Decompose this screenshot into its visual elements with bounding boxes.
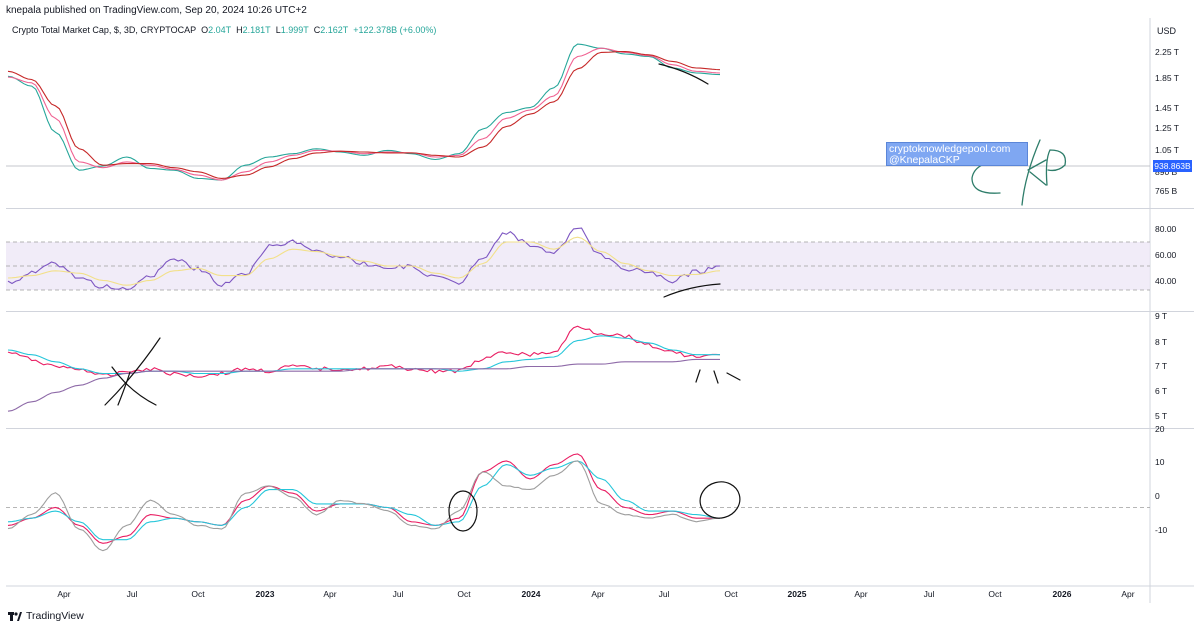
- open-label: O: [201, 25, 209, 35]
- price-axis-label: 1.45 T: [1155, 103, 1179, 113]
- drawn-mark: [695, 369, 701, 383]
- ckp-scribble-p: [1045, 149, 1067, 186]
- currency-label[interactable]: USD: [1157, 26, 1177, 36]
- time-axis-label: 2026: [1053, 589, 1072, 599]
- price-axis-label: 20: [1155, 424, 1165, 434]
- drawn-cross-stroke: [117, 371, 131, 406]
- price-axis-label: 80.00: [1155, 224, 1177, 234]
- price-axis-label: 8 T: [1155, 337, 1167, 347]
- drawn-cross-stroke: [111, 366, 157, 406]
- drawn-divergence-line: [658, 63, 709, 85]
- price-axis-label: 40.00: [1155, 276, 1177, 286]
- ckp-scribble-k: [1021, 139, 1047, 206]
- price-axis-label: 2.25 T: [1155, 47, 1179, 57]
- watermark-line1: cryptoknowledgepool.com: [889, 143, 1011, 155]
- series-line-slow: [7, 358, 720, 412]
- time-axis-label: 2024: [522, 589, 541, 599]
- time-axis-label: Jul: [393, 589, 404, 599]
- price-axis-label: -10: [1155, 525, 1168, 535]
- price-axis-label: 10: [1155, 457, 1165, 467]
- price-axis-label: 5 T: [1155, 411, 1167, 421]
- time-axis-label: Jul: [127, 589, 138, 599]
- close-value: 2.162T: [320, 25, 349, 35]
- series-line-price: [7, 325, 721, 378]
- price-axis-label: 9 T: [1155, 311, 1167, 321]
- drawn-circle: [448, 490, 478, 532]
- low-value: 1.999T: [280, 25, 309, 35]
- price-axis-label: 0: [1155, 491, 1160, 501]
- series-line-rsi-ma: [7, 236, 721, 286]
- time-axis-label: 2023: [256, 589, 275, 599]
- price-axis-label: 7 T: [1155, 361, 1167, 371]
- publisher-header: knepala published on TradingView.com, Se…: [6, 5, 307, 16]
- time-axis-label: 2025: [788, 589, 807, 599]
- footer-brand[interactable]: TradingView: [8, 610, 84, 622]
- last-price-tag: 938.863B: [1153, 160, 1192, 172]
- price-axis-label: 765 B: [1155, 186, 1178, 196]
- time-axis-label: Apr: [591, 589, 604, 599]
- price-axis-label: 1.25 T: [1155, 123, 1179, 133]
- symbol-info-line: Crypto Total Market Cap, $, 3D, CRYPTOCA…: [12, 25, 436, 35]
- drawn-rsi-divergence-line: [663, 283, 721, 298]
- series-line-oscillator: [7, 453, 720, 544]
- low-label: L: [275, 25, 281, 35]
- price-axis-label: 60.00: [1155, 250, 1177, 260]
- drawn-circle: [699, 481, 741, 519]
- watermark-box: cryptoknowledgepool.com @KnepalaCKP: [886, 142, 1028, 166]
- price-axis-label: 890 B: [1155, 167, 1178, 177]
- high-value: 2.181T: [242, 25, 271, 35]
- series-line-slow-ma: [7, 50, 721, 179]
- tradingview-logo-icon: [8, 611, 22, 621]
- drawn-cross-stroke: [104, 337, 161, 406]
- price-axis-label: 1.85 T: [1155, 73, 1179, 83]
- watermark-line2: @KnepalaCKP: [889, 154, 960, 166]
- time-axis-label: Apr: [57, 589, 70, 599]
- time-axis-label: Oct: [988, 589, 1002, 599]
- time-axis-label: Jul: [924, 589, 935, 599]
- time-axis-label: Jul: [659, 589, 670, 599]
- time-axis-label: Oct: [457, 589, 471, 599]
- footer-brand-label: TradingView: [26, 610, 84, 622]
- series-line-signal: [7, 460, 721, 541]
- time-axis-label: Oct: [724, 589, 738, 599]
- time-axis-label: Apr: [1121, 589, 1134, 599]
- symbol-name[interactable]: Crypto Total Market Cap, $, 3D, CRYPTOCA…: [12, 25, 197, 35]
- series-line-histogram: [7, 460, 721, 552]
- series-line-signal: [7, 335, 720, 375]
- series-line-mid-ma: [7, 47, 721, 181]
- series-line-fast-ma: [7, 43, 721, 181]
- close-label: C: [313, 25, 321, 35]
- drawn-mark: [726, 372, 741, 381]
- price-axis-label: 1.05 T: [1155, 145, 1179, 155]
- high-label: H: [236, 25, 243, 35]
- time-axis-label: Apr: [323, 589, 336, 599]
- open-value: 2.04T: [208, 25, 232, 35]
- price-axis-label: 6 T: [1155, 386, 1167, 396]
- change-value: +122.378B (+6.00%): [353, 25, 437, 35]
- time-axis-label: Apr: [854, 589, 867, 599]
- time-axis-label: Oct: [191, 589, 205, 599]
- drawn-mark: [713, 370, 719, 384]
